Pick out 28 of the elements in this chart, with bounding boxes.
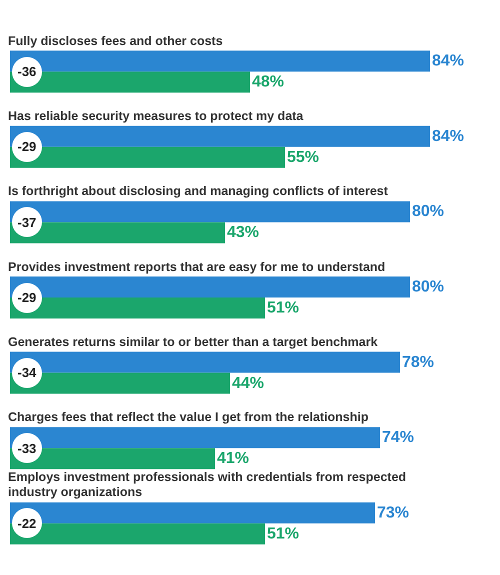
annotation: -36 [18, 64, 36, 80]
y-tick-label: Fully discloses fees and other costs [8, 34, 224, 49]
data-label: 78% [402, 354, 434, 371]
annotation: -22 [18, 516, 36, 531]
data-label: 74% [382, 429, 414, 446]
data-label: 44% [232, 374, 264, 392]
data-label: 43% [227, 224, 260, 242]
annotation: -29 [18, 139, 36, 154]
data-label: 51% [267, 525, 300, 542]
y-tick-label: Employs investment professionals with credentials from respected industry organizations [8, 470, 408, 500]
annotation: -37 [18, 214, 36, 230]
y-tick-label: Provides investment reports that are easy for me to understand [8, 260, 386, 274]
data-label: 80% [412, 203, 444, 220]
annotation: -34 [18, 365, 36, 380]
y-tick-label: Is forthright about disclosing and managing conflicts of interest [8, 184, 389, 200]
y-tick-label: Generates returns similar to or better than a target benchmark [8, 334, 379, 350]
data-label: 51% [267, 300, 300, 316]
data-label: 41% [217, 450, 250, 468]
data-label: 80% [412, 278, 444, 296]
data-label: 73% [377, 504, 410, 522]
y-tick-label: Has reliable security measures to protect my data [8, 108, 304, 124]
data-label: 48% [252, 74, 284, 91]
annotation: -33 [18, 440, 36, 456]
data-label: 84% [432, 128, 464, 145]
y-tick-label: Charges fees that reflect the value I get from the relationship [8, 410, 370, 426]
annotation: -29 [18, 290, 36, 305]
data-label: 84% [432, 52, 464, 70]
data-label: 55% [287, 148, 320, 166]
